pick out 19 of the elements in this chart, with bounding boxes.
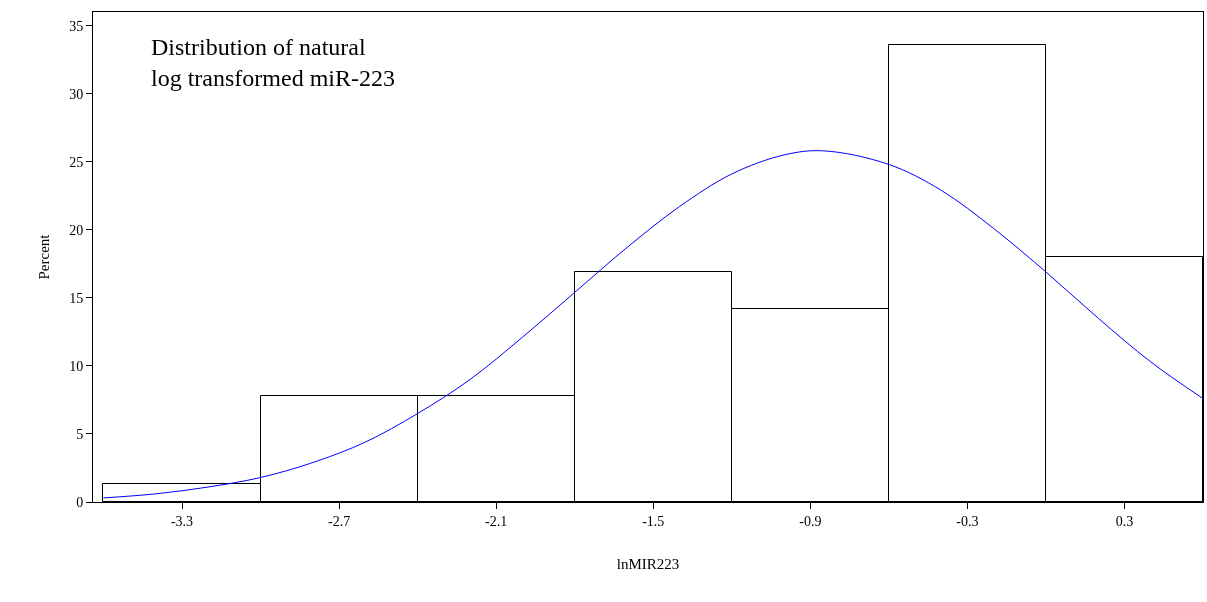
y-tick-label: 5 [76,426,84,442]
x-tick-label: -2.1 [485,513,508,529]
y-tick-label: 25 [69,154,84,170]
x-axis-title: lnMIR223 [616,555,680,572]
y-tick-label: 30 [69,86,84,102]
x-tick-label: -2.7 [327,513,351,529]
y-tick-label: 0 [76,494,84,510]
x-tick-label: 0.3 [1115,513,1134,529]
annotation: Distribution of natural log transformed miR-223 [151,34,395,92]
y-tick-label: 35 [69,18,84,34]
x-tick-label: -1.5 [642,513,665,529]
y-tick-label: 15 [69,290,84,306]
line-series [102,150,1203,499]
y-axis-title: Percent [36,233,53,280]
x-tick-label: -3.3 [170,513,194,529]
y-tick-label: 20 [69,222,84,238]
x-tick-label: -0.3 [956,513,979,529]
x-tick-label: -0.9 [799,513,822,529]
y-tick-label: 10 [69,358,84,374]
